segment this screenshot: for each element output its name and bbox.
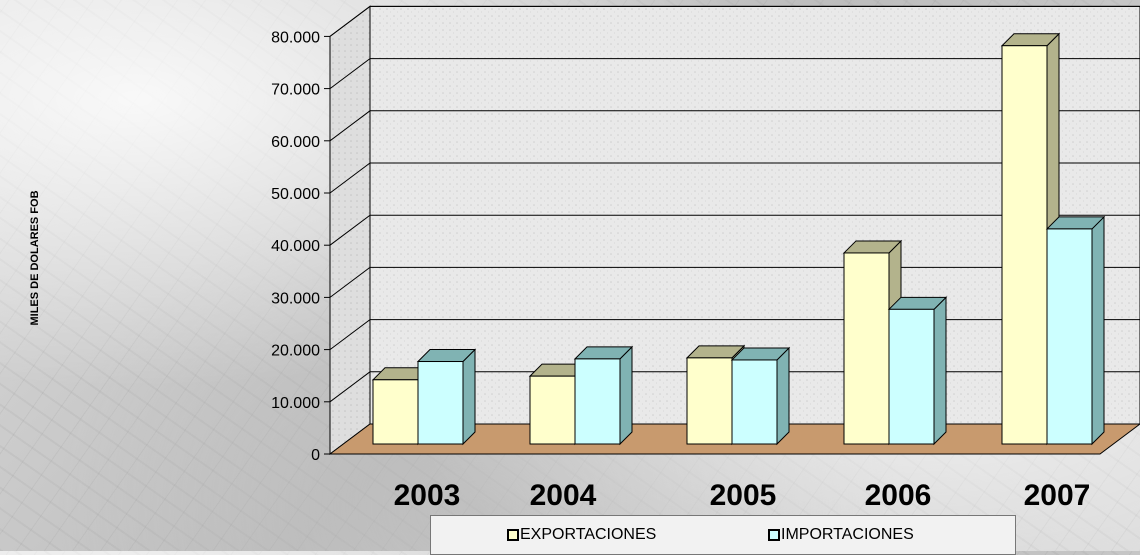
bar-side (933, 296, 947, 446)
bar-side (619, 345, 633, 446)
bar-front (1001, 45, 1048, 445)
bar-side (462, 348, 476, 446)
legend-label-importaciones: IMPORTACIONES (781, 526, 914, 543)
y-tick-label: 70.000 (271, 82, 320, 99)
bar-exportaciones-2006 (842, 239, 903, 446)
bar-front (529, 375, 576, 445)
legend-item-exportaciones: EXPORTACIONES (507, 526, 656, 544)
y-tick-label: 30.000 (271, 290, 320, 307)
bar-importaciones-2004 (573, 345, 634, 446)
legend-swatch-importaciones (768, 529, 780, 541)
bar-importaciones-2005 (730, 346, 791, 446)
y-axis: 0 10.000 20.000 30.000 40.000 50.000 60.000 70.… (271, 29, 330, 464)
y-tick-label: 20.000 (271, 343, 320, 360)
bar-importaciones-2003 (416, 348, 477, 446)
gridline (329, 162, 1140, 194)
bar-front (372, 379, 419, 445)
bar-side (776, 346, 790, 446)
bar-front (574, 358, 621, 445)
y-tick-label: 50.000 (271, 186, 320, 203)
bar-front (888, 308, 935, 445)
y-tick-label: 80.000 (271, 29, 320, 46)
x-tick-label: 2004 (530, 479, 597, 512)
legend-swatch-exportaciones (507, 529, 519, 541)
gridline (329, 110, 1140, 142)
legend-label-exportaciones: EXPORTACIONES (520, 526, 657, 543)
bar-front (417, 361, 464, 445)
bar-importaciones-2007 (1045, 215, 1106, 446)
bar-front (731, 359, 778, 445)
bar-front (843, 252, 890, 445)
x-tick-label: 2007 (1024, 479, 1091, 512)
gridline (329, 214, 1140, 246)
x-tick-label: 2005 (710, 479, 777, 512)
y-tick-label: 60.000 (271, 134, 320, 151)
bar-importaciones-2006 (887, 296, 948, 446)
y-tick-label: 0 (311, 447, 320, 464)
y-tick-label: 40.000 (271, 238, 320, 255)
y-axis-label: MILES DE DOLARES FOB (29, 190, 41, 325)
legend: EXPORTACIONES IMPORTACIONES (430, 515, 1016, 555)
y-tick-label: 10.000 (271, 395, 320, 412)
bars (371, 32, 1106, 446)
x-tick-label: 2003 (394, 479, 461, 512)
x-axis: 2003 2004 2005 2006 2007 (394, 479, 1091, 512)
bar-front (686, 357, 733, 445)
x-tick-label: 2006 (865, 479, 932, 512)
gridline (329, 58, 1140, 89)
legend-item-importaciones: IMPORTACIONES (768, 526, 914, 544)
bar-front (1046, 228, 1093, 445)
gridline (329, 5, 1140, 37)
bar-side (1091, 215, 1105, 446)
